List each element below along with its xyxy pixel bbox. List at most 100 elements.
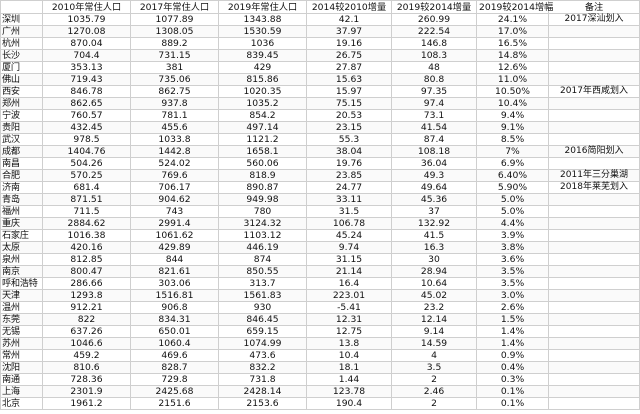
increase-2014-cell[interactable]: 45.24 xyxy=(306,229,392,242)
pop-2010-cell[interactable]: 637.26 xyxy=(42,325,131,338)
increase-2014-cell[interactable]: 26.75 xyxy=(306,49,392,62)
pop-2019-cell[interactable]: 850.55 xyxy=(218,265,307,278)
increase-2019-cell[interactable]: 132.92 xyxy=(391,217,477,230)
increase-2019-cell[interactable]: 80.8 xyxy=(391,73,477,86)
pop-2010-cell[interactable]: 760.57 xyxy=(42,109,131,122)
increase-2019-cell[interactable]: 23.2 xyxy=(391,301,477,314)
growth-rate-cell[interactable]: 3.5% xyxy=(476,277,549,290)
note-cell[interactable] xyxy=(548,97,640,110)
pop-2010-cell[interactable]: 420.16 xyxy=(42,241,131,254)
note-cell[interactable]: 2017年西咸划入 xyxy=(548,85,640,98)
city-cell[interactable]: 贵阳 xyxy=(0,121,43,134)
note-cell[interactable] xyxy=(548,265,640,278)
pop-2017-cell[interactable]: 650.01 xyxy=(130,325,219,338)
increase-2014-cell[interactable]: 42.1 xyxy=(306,13,392,26)
growth-rate-cell[interactable]: 1.4% xyxy=(476,337,549,350)
pop-2017-cell[interactable]: 1061.62 xyxy=(130,229,219,242)
city-cell[interactable]: 厦门 xyxy=(0,61,43,74)
pop-2017-cell[interactable]: 937.8 xyxy=(130,97,219,110)
increase-2019-cell[interactable]: 37 xyxy=(391,205,477,218)
header-pop-2017[interactable]: 2017年常住人口 xyxy=(130,0,219,14)
increase-2019-cell[interactable]: 4 xyxy=(391,349,477,362)
pop-2019-cell[interactable]: 497.14 xyxy=(218,121,307,134)
city-cell[interactable]: 长沙 xyxy=(0,49,43,62)
pop-2010-cell[interactable]: 353.13 xyxy=(42,61,131,74)
pop-2019-cell[interactable]: 890.87 xyxy=(218,181,307,194)
pop-2010-cell[interactable]: 286.66 xyxy=(42,277,131,290)
note-cell[interactable] xyxy=(548,325,640,338)
pop-2010-cell[interactable]: 1961.2 xyxy=(42,397,131,410)
pop-2010-cell[interactable]: 719.43 xyxy=(42,73,131,86)
increase-2014-cell[interactable]: 13.8 xyxy=(306,337,392,350)
pop-2019-cell[interactable]: 446.19 xyxy=(218,241,307,254)
pop-2019-cell[interactable]: 1020.35 xyxy=(218,85,307,98)
city-cell[interactable]: 宁波 xyxy=(0,109,43,122)
pop-2017-cell[interactable]: 904.62 xyxy=(130,193,219,206)
city-cell[interactable]: 沈阳 xyxy=(0,361,43,374)
increase-2019-cell[interactable]: 2.46 xyxy=(391,385,477,398)
pop-2010-cell[interactable]: 711.5 xyxy=(42,205,131,218)
increase-2014-cell[interactable]: 23.85 xyxy=(306,169,392,182)
increase-2014-cell[interactable]: 123.78 xyxy=(306,385,392,398)
increase-2019-cell[interactable]: 87.4 xyxy=(391,133,477,146)
pop-2017-cell[interactable]: 303.06 xyxy=(130,277,219,290)
pop-2017-cell[interactable]: 834.31 xyxy=(130,313,219,326)
growth-rate-cell[interactable]: 4.4% xyxy=(476,217,549,230)
city-cell[interactable]: 南京 xyxy=(0,265,43,278)
pop-2019-cell[interactable]: 473.6 xyxy=(218,349,307,362)
pop-2019-cell[interactable]: 429 xyxy=(218,61,307,74)
growth-rate-cell[interactable]: 17.0% xyxy=(476,25,549,38)
pop-2010-cell[interactable]: 822 xyxy=(42,313,131,326)
increase-2019-cell[interactable]: 97.35 xyxy=(391,85,477,98)
note-cell[interactable] xyxy=(548,61,640,74)
growth-rate-cell[interactable]: 3.6% xyxy=(476,253,549,266)
pop-2017-cell[interactable]: 844 xyxy=(130,253,219,266)
note-cell[interactable]: 2011年三分巢湖 xyxy=(548,169,640,182)
note-cell[interactable] xyxy=(548,25,640,38)
pop-2017-cell[interactable]: 381 xyxy=(130,61,219,74)
pop-2019-cell[interactable]: 2153.6 xyxy=(218,397,307,410)
pop-2019-cell[interactable]: 1121.2 xyxy=(218,133,307,146)
pop-2017-cell[interactable]: 1060.4 xyxy=(130,337,219,350)
pop-2017-cell[interactable]: 429.89 xyxy=(130,241,219,254)
pop-2010-cell[interactable]: 681.4 xyxy=(42,181,131,194)
increase-2014-cell[interactable]: 23.15 xyxy=(306,121,392,134)
pop-2017-cell[interactable]: 781.1 xyxy=(130,109,219,122)
increase-2019-cell[interactable]: 9.14 xyxy=(391,325,477,338)
pop-2010-cell[interactable]: 1035.79 xyxy=(42,13,131,26)
increase-2019-cell[interactable]: 10.64 xyxy=(391,277,477,290)
growth-rate-cell[interactable]: 12.6% xyxy=(476,61,549,74)
increase-2019-cell[interactable]: 16.3 xyxy=(391,241,477,254)
pop-2010-cell[interactable]: 862.65 xyxy=(42,97,131,110)
pop-2019-cell[interactable]: 839.45 xyxy=(218,49,307,62)
pop-2010-cell[interactable]: 432.45 xyxy=(42,121,131,134)
increase-2014-cell[interactable]: 24.77 xyxy=(306,181,392,194)
pop-2019-cell[interactable]: 1343.88 xyxy=(218,13,307,26)
city-cell[interactable]: 成都 xyxy=(0,145,43,158)
pop-2010-cell[interactable]: 800.47 xyxy=(42,265,131,278)
increase-2019-cell[interactable]: 3.5 xyxy=(391,361,477,374)
note-cell[interactable] xyxy=(548,277,640,290)
note-cell[interactable] xyxy=(548,193,640,206)
note-cell[interactable] xyxy=(548,337,640,350)
increase-2014-cell[interactable]: 27.87 xyxy=(306,61,392,74)
growth-rate-cell[interactable]: 0.3% xyxy=(476,373,549,386)
note-cell[interactable] xyxy=(548,109,640,122)
city-cell[interactable]: 深圳 xyxy=(0,13,43,26)
pop-2019-cell[interactable]: 1035.2 xyxy=(218,97,307,110)
increase-2014-cell[interactable]: 106.78 xyxy=(306,217,392,230)
growth-rate-cell[interactable]: 0.1% xyxy=(476,385,549,398)
pop-2017-cell[interactable]: 1077.89 xyxy=(130,13,219,26)
pop-2010-cell[interactable]: 570.25 xyxy=(42,169,131,182)
increase-2014-cell[interactable]: -5.41 xyxy=(306,301,392,314)
city-cell[interactable]: 呼和浩特 xyxy=(0,277,43,290)
pop-2019-cell[interactable]: 731.8 xyxy=(218,373,307,386)
header-pop-2019[interactable]: 2019年常住人口 xyxy=(218,0,307,14)
city-cell[interactable]: 广州 xyxy=(0,25,43,38)
city-cell[interactable]: 佛山 xyxy=(0,73,43,86)
pop-2019-cell[interactable]: 1103.12 xyxy=(218,229,307,242)
note-cell[interactable] xyxy=(548,313,640,326)
increase-2014-cell[interactable]: 15.97 xyxy=(306,85,392,98)
pop-2019-cell[interactable]: 854.2 xyxy=(218,109,307,122)
increase-2014-cell[interactable]: 20.53 xyxy=(306,109,392,122)
